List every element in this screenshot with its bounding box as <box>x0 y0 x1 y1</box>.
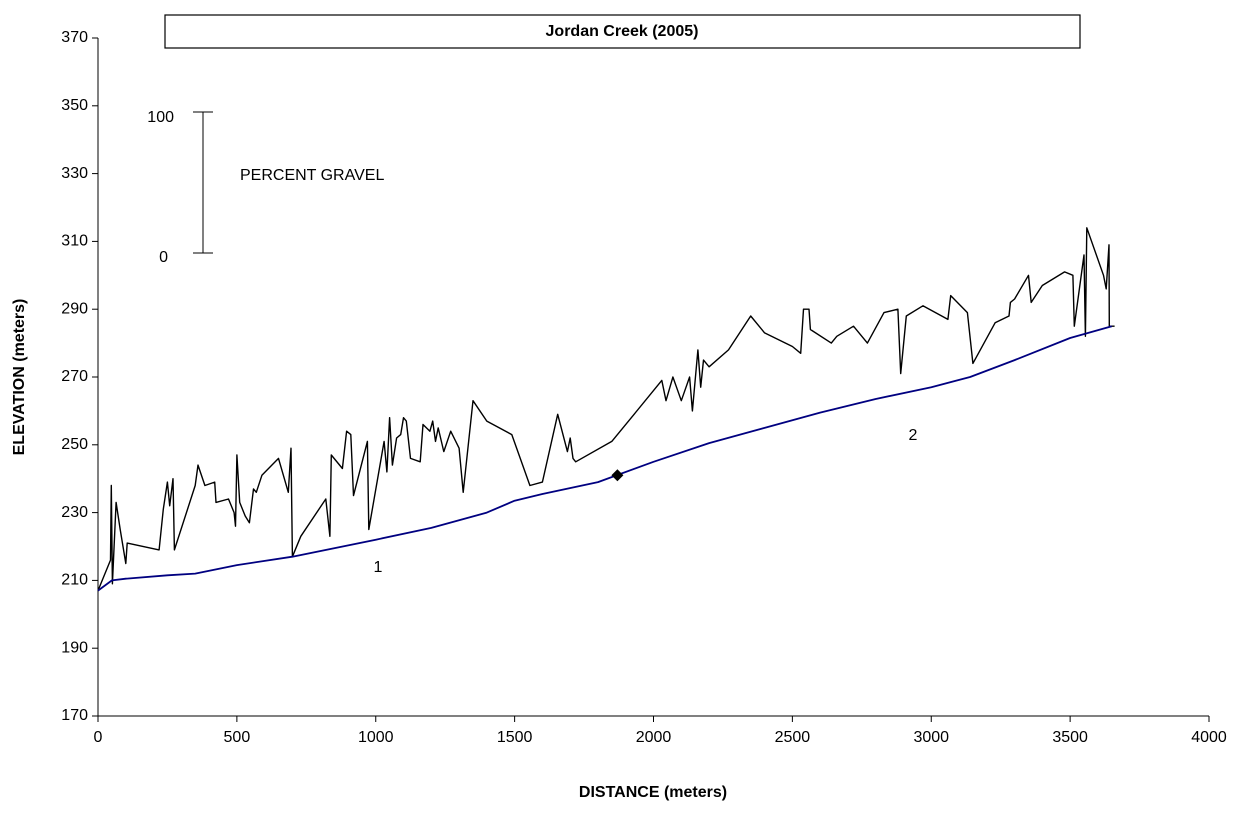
y-tick-label: 370 <box>61 29 88 46</box>
x-tick-label: 1000 <box>358 729 394 746</box>
x-tick-label: 1500 <box>497 729 533 746</box>
x-tick-label: 2500 <box>775 729 811 746</box>
x-tick-label: 500 <box>224 729 251 746</box>
y-tick-label: 290 <box>61 300 88 317</box>
y-tick-label: 230 <box>61 504 88 521</box>
y-tick-label: 190 <box>61 639 88 656</box>
chart-title: Jordan Creek (2005) <box>546 23 699 40</box>
y-tick-label: 270 <box>61 368 88 385</box>
annotation: 2 <box>909 427 918 444</box>
point-marker <box>611 469 624 482</box>
x-tick-label: 4000 <box>1191 729 1227 746</box>
line <box>97 227 1115 591</box>
y-tick-label: 170 <box>61 707 88 724</box>
y-tick-label: 350 <box>61 97 88 114</box>
y-tick-label: 250 <box>61 436 88 453</box>
annotation: 0 <box>159 249 168 266</box>
x-axis-label: DISTANCE (meters) <box>579 784 727 801</box>
annotation: PERCENT GRAVEL <box>240 167 384 184</box>
line <box>97 325 1113 592</box>
x-tick-label: 2000 <box>636 729 672 746</box>
y-tick-label: 310 <box>61 233 88 250</box>
x-tick-label: 3500 <box>1052 729 1088 746</box>
x-tick-label: 3000 <box>913 729 949 746</box>
y-tick-label: 210 <box>61 572 88 589</box>
y-axis-label: ELEVATION (meters) <box>11 299 28 456</box>
x-tick-label: 0 <box>94 729 103 746</box>
y-tick-label: 330 <box>61 165 88 182</box>
annotation: 100 <box>147 109 174 126</box>
annotation: 1 <box>374 559 383 576</box>
title-box <box>164 14 1081 49</box>
